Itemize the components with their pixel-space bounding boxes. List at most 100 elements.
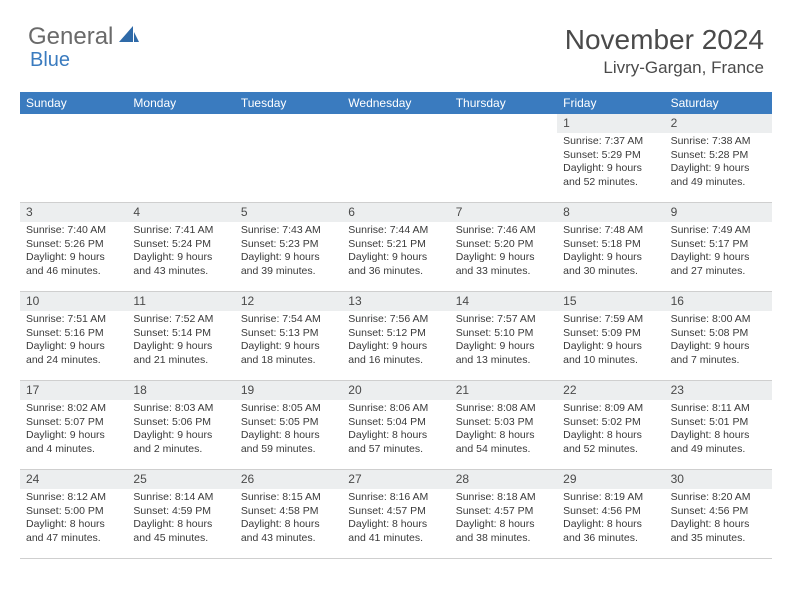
day-number <box>20 114 127 118</box>
day-number <box>342 114 449 118</box>
sunrise-text: Sunrise: 8:19 AM <box>563 491 660 504</box>
day-body: Sunrise: 7:59 AMSunset: 5:09 PMDaylight:… <box>557 313 664 371</box>
day-body: Sunrise: 7:46 AMSunset: 5:20 PMDaylight:… <box>450 224 557 282</box>
day-number: 18 <box>127 381 234 400</box>
sunset-text: Sunset: 5:21 PM <box>348 238 445 251</box>
day-body: Sunrise: 8:16 AMSunset: 4:57 PMDaylight:… <box>342 491 449 549</box>
sunset-text: Sunset: 4:57 PM <box>456 505 553 518</box>
daylight-text: Daylight: 9 hours and 27 minutes. <box>671 251 768 278</box>
sunset-text: Sunset: 5:18 PM <box>563 238 660 251</box>
day-cell: 26Sunrise: 8:15 AMSunset: 4:58 PMDayligh… <box>235 470 342 558</box>
day-body: Sunrise: 7:43 AMSunset: 5:23 PMDaylight:… <box>235 224 342 282</box>
daylight-text: Daylight: 8 hours and 49 minutes. <box>671 429 768 456</box>
sunset-text: Sunset: 5:03 PM <box>456 416 553 429</box>
daylight-text: Daylight: 9 hours and 33 minutes. <box>456 251 553 278</box>
sunrise-text: Sunrise: 7:38 AM <box>671 135 768 148</box>
day-cell: 27 Sunrise: 8:16 AMSunset: 4:57 PMDayligh… <box>342 470 449 558</box>
day-cell: 10Sunrise: 7:51 AMSunset: 5:16 PMDayligh… <box>20 292 127 380</box>
day-cell <box>450 114 557 202</box>
sunset-text: Sunset: 5:00 PM <box>26 505 123 518</box>
sunset-text: Sunset: 4:56 PM <box>671 505 768 518</box>
daylight-text: Daylight: 9 hours and 49 minutes. <box>671 162 768 189</box>
day-number: 5 <box>235 203 342 222</box>
sunset-text: Sunset: 5:06 PM <box>133 416 230 429</box>
logo-sail-icon <box>119 26 139 44</box>
week-row: 3Sunrise: 7:40 AMSunset: 5:26 PMDaylight… <box>20 203 772 292</box>
day-body: Sunrise: 8:09 AMSunset: 5:02 PMDaylight:… <box>557 402 664 460</box>
day-body: Sunrise: 7:41 AMSunset: 5:24 PMDaylight:… <box>127 224 234 282</box>
day-number <box>235 114 342 118</box>
sunrise-text: Sunrise: 7:44 AM <box>348 224 445 237</box>
sunset-text: Sunset: 5:07 PM <box>26 416 123 429</box>
sunset-text: Sunset: 4:57 PM <box>348 505 445 518</box>
brand-part2: Blue <box>30 49 139 72</box>
day-number: 19 <box>235 381 342 400</box>
header: General Blue November 2024 Livry-Gargan,… <box>0 0 792 84</box>
sunset-text: Sunset: 5:28 PM <box>671 149 768 162</box>
day-body: Sunrise: 8:19 AMSunset: 4:56 PMDaylight:… <box>557 491 664 549</box>
day-body: Sunrise: 7:57 AMSunset: 5:10 PMDaylight:… <box>450 313 557 371</box>
daylight-text: Daylight: 8 hours and 36 minutes. <box>563 518 660 545</box>
daylight-text: Daylight: 9 hours and 24 minutes. <box>26 340 123 367</box>
sunrise-text: Sunrise: 8:16 AM <box>348 491 445 504</box>
daylight-text: Daylight: 9 hours and 21 minutes. <box>133 340 230 367</box>
sunrise-text: Sunrise: 8:05 AM <box>241 402 338 415</box>
sunrise-text: Sunrise: 8:09 AM <box>563 402 660 415</box>
sunrise-text: Sunrise: 7:54 AM <box>241 313 338 326</box>
sunrise-text: Sunrise: 7:57 AM <box>456 313 553 326</box>
day-number <box>450 114 557 118</box>
day-cell: 1Sunrise: 7:37 AMSunset: 5:29 PMDaylight… <box>557 114 664 202</box>
sunset-text: Sunset: 5:01 PM <box>671 416 768 429</box>
sunset-text: Sunset: 5:04 PM <box>348 416 445 429</box>
day-cell: 5 Sunrise: 7:43 AMSunset: 5:23 PMDaylight… <box>235 203 342 291</box>
day-cell: 19Sunrise: 8:05 AMSunset: 5:05 PMDayligh… <box>235 381 342 469</box>
daylight-text: Daylight: 9 hours and 30 minutes. <box>563 251 660 278</box>
day-cell: 3Sunrise: 7:40 AMSunset: 5:26 PMDaylight… <box>20 203 127 291</box>
daylight-text: Daylight: 8 hours and 45 minutes. <box>133 518 230 545</box>
day-number: 9 <box>665 203 772 222</box>
sunrise-text: Sunrise: 8:03 AM <box>133 402 230 415</box>
day-number: 30 <box>665 470 772 489</box>
day-number: 27 <box>342 470 449 489</box>
day-body: Sunrise: 8:18 AMSunset: 4:57 PMDaylight:… <box>450 491 557 549</box>
sunrise-text: Sunrise: 7:59 AM <box>563 313 660 326</box>
sunset-text: Sunset: 5:08 PM <box>671 327 768 340</box>
daylight-text: Daylight: 8 hours and 52 minutes. <box>563 429 660 456</box>
day-body: Sunrise: 7:56 AMSunset: 5:12 PMDaylight:… <box>342 313 449 371</box>
daylight-text: Daylight: 8 hours and 47 minutes. <box>26 518 123 545</box>
weekday-header: Tuesday <box>235 92 342 114</box>
daylight-text: Daylight: 9 hours and 46 minutes. <box>26 251 123 278</box>
week-row: 10Sunrise: 7:51 AMSunset: 5:16 PMDayligh… <box>20 292 772 381</box>
title-block: November 2024 Livry-Gargan, France <box>565 24 764 78</box>
sunset-text: Sunset: 5:26 PM <box>26 238 123 251</box>
sunset-text: Sunset: 5:24 PM <box>133 238 230 251</box>
day-cell: 18 Sunrise: 8:03 AMSunset: 5:06 PMDayligh… <box>127 381 234 469</box>
day-number <box>127 114 234 118</box>
sunrise-text: Sunrise: 8:02 AM <box>26 402 123 415</box>
day-cell: 6Sunrise: 7:44 AMSunset: 5:21 PMDaylight… <box>342 203 449 291</box>
day-cell: 16Sunrise: 8:00 AMSunset: 5:08 PMDayligh… <box>665 292 772 380</box>
day-body: Sunrise: 8:14 AMSunset: 4:59 PMDaylight:… <box>127 491 234 549</box>
sunrise-text: Sunrise: 7:52 AM <box>133 313 230 326</box>
daylight-text: Daylight: 9 hours and 18 minutes. <box>241 340 338 367</box>
day-cell: 17Sunrise: 8:02 AMSunset: 5:07 PMDayligh… <box>20 381 127 469</box>
sunset-text: Sunset: 4:58 PM <box>241 505 338 518</box>
sunset-text: Sunset: 5:02 PM <box>563 416 660 429</box>
sunrise-text: Sunrise: 8:18 AM <box>456 491 553 504</box>
day-cell: 28Sunrise: 8:18 AMSunset: 4:57 PMDayligh… <box>450 470 557 558</box>
weekday-header: Friday <box>557 92 664 114</box>
sunrise-text: Sunrise: 8:14 AM <box>133 491 230 504</box>
sunrise-text: Sunrise: 7:56 AM <box>348 313 445 326</box>
day-number: 20 <box>342 381 449 400</box>
day-number: 22 <box>557 381 664 400</box>
day-number: 3 <box>20 203 127 222</box>
daylight-text: Daylight: 9 hours and 10 minutes. <box>563 340 660 367</box>
daylight-text: Daylight: 8 hours and 38 minutes. <box>456 518 553 545</box>
day-cell <box>20 114 127 202</box>
day-body: Sunrise: 8:08 AMSunset: 5:03 PMDaylight:… <box>450 402 557 460</box>
day-number: 15 <box>557 292 664 311</box>
daylight-text: Daylight: 9 hours and 36 minutes. <box>348 251 445 278</box>
week-row: 17Sunrise: 8:02 AMSunset: 5:07 PMDayligh… <box>20 381 772 470</box>
daylight-text: Daylight: 9 hours and 2 minutes. <box>133 429 230 456</box>
weekday-header: Sunday <box>20 92 127 114</box>
